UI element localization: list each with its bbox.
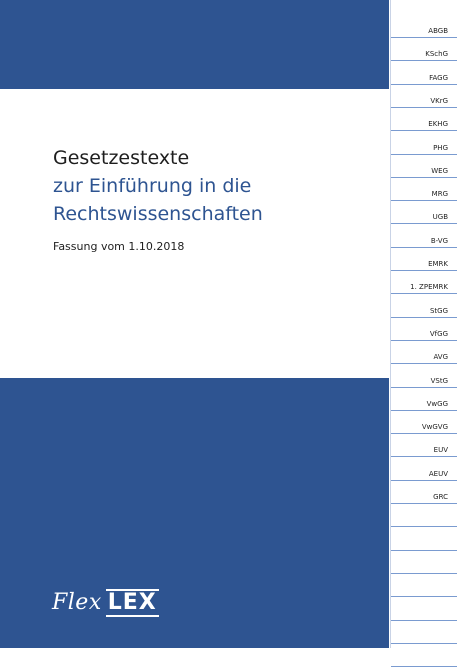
register-tab[interactable] (391, 654, 457, 667)
register-tab-label: FAGG (429, 73, 448, 82)
register-tab[interactable]: WEG (391, 165, 457, 178)
register-tab-label: KSchG (425, 50, 448, 59)
register-tab-label: ABGB (428, 27, 448, 35)
register-tab-label: PHG (433, 143, 448, 152)
title-line-2: zur Einführung in die (53, 175, 252, 197)
register-tab[interactable]: VwGG (391, 398, 457, 411)
register-tab-label: AVG (433, 353, 448, 362)
register-tab-label: EMRK (428, 260, 448, 268)
logo-word-flex: Flex (52, 590, 102, 615)
register-tab-label: VKrG (430, 96, 448, 105)
register-tab-label: WEG (431, 166, 448, 175)
register-tab[interactable]: B-VG (391, 235, 457, 248)
register-tab[interactable]: AEUV (391, 468, 457, 481)
register-tab[interactable] (391, 561, 457, 574)
register-tab-label: VwGG (426, 399, 448, 408)
title-line-3: Rechtswissenschaften (53, 203, 263, 225)
register-tab[interactable] (391, 584, 457, 598)
register-tab[interactable]: VfGG (391, 328, 457, 341)
register-tab[interactable]: UGB (391, 211, 457, 225)
register-tab[interactable]: VStG (391, 375, 457, 388)
flexlex-logo: Flex LEX (52, 586, 159, 620)
title-line-1: Gesetzestexte (53, 147, 190, 169)
register-tab-label: 1. ZPEMRK (410, 283, 448, 292)
register-tab[interactable]: StGG (391, 305, 457, 318)
register-tab-label: GRC (433, 493, 448, 501)
register-tab-label: EKHG (428, 120, 448, 129)
register-tab[interactable]: VKrG (391, 95, 457, 108)
register-tab[interactable]: KSchG (391, 48, 457, 62)
register-tab[interactable]: EKHG (391, 118, 457, 132)
register-tab[interactable] (391, 631, 457, 644)
register-tab-label: B-VG (430, 236, 448, 245)
book-cover: Gesetzestexte zur Einführung in die Rech… (0, 0, 389, 648)
register-tabs: ABGB KSchG FAGG VKrG EKHG PHG WEG MRG UGB B-VG EMR… (390, 0, 457, 667)
register-tab-label: MRG (431, 190, 448, 199)
register-tab-label: AEUV (428, 469, 448, 478)
title-panel (0, 89, 389, 378)
register-tab[interactable]: ABGB (391, 25, 457, 38)
register-tab[interactable]: VwGVG (391, 421, 457, 435)
register-tab[interactable]: EMRK (391, 258, 457, 271)
register-tab[interactable]: GRC (391, 491, 457, 504)
register-tab[interactable]: FAGG (391, 72, 457, 85)
edition-date: Fassung vom 1.10.2018 (53, 240, 185, 253)
register-tab-label: VfGG (429, 329, 448, 338)
register-tab-label: EUV (433, 446, 448, 455)
register-tab-label: VwGVG (421, 423, 448, 432)
register-tab[interactable] (391, 514, 457, 528)
register-tab[interactable] (391, 538, 457, 551)
register-tab-label: VStG (430, 376, 448, 385)
register-tab-label: UGB (432, 213, 448, 222)
register-tab[interactable]: MRG (391, 188, 457, 202)
register-tab[interactable]: EUV (391, 444, 457, 458)
register-tab[interactable] (391, 608, 457, 621)
register-tab[interactable]: PHG (391, 142, 457, 155)
register-tab[interactable]: AVG (391, 351, 457, 365)
logo-word-lex: LEX (105, 589, 159, 617)
register-tab[interactable]: 1. ZPEMRK (391, 281, 457, 295)
register-tab-label: StGG (429, 306, 448, 315)
